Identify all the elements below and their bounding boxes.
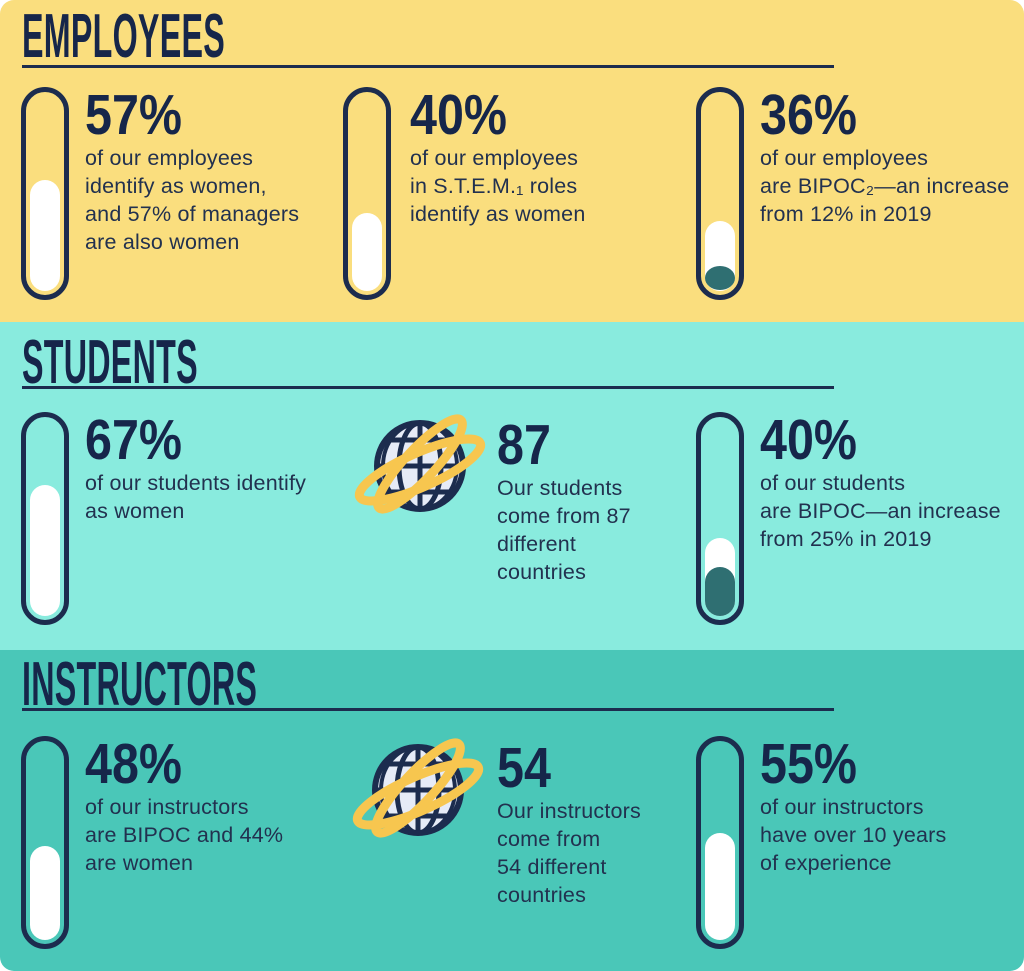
section-instructors: INSTRUCTORS 48% of our instructors are B… [0,650,1024,971]
stat-description: Our instructors come from 54 different c… [497,799,641,907]
gauge-2019-baseline-pill [705,567,735,616]
section-divider [22,386,834,389]
stat-description: of our instructors have over 10 years of… [760,795,947,875]
gauge-instructors-experience [696,736,744,949]
section-title-instructors: INSTRUCTORS [22,650,258,719]
section-employees: EMPLOYEES 57% of our employees identify … [0,0,1024,322]
section-divider [22,708,834,711]
gauge-fill [30,846,60,940]
stat-description: of our employees are BIPOC₂—an increase … [760,146,1010,226]
gauge-track [705,421,735,616]
gauge-track [30,96,60,291]
stat-value: 40% [760,408,857,472]
stat-value: 87 [497,413,551,477]
gauge-fill [352,213,382,291]
stat-value: 40% [410,83,507,147]
section-students: STUDENTS 67% of our students identify as… [0,322,1024,650]
stat-value: 67% [85,408,182,472]
gauge-track [705,96,735,291]
stat-description: of our students are BIPOC—an increase fr… [760,471,1001,551]
gauge-employees-women [21,87,69,300]
stat-value: 55% [760,732,857,796]
stat-value: 48% [85,732,182,796]
gauge-fill [30,179,60,291]
stat-value: 54 [497,736,551,800]
stat-description: of our students identify as women [85,471,307,523]
gauge-students-bipoc [696,412,744,625]
gauge-students-women [21,412,69,625]
gauge-track [30,421,60,616]
orbit-rings [354,414,486,514]
gauge-employees-bipoc [696,87,744,300]
gauge-fill [30,485,60,616]
gauge-track [30,745,60,940]
gauge-track [352,96,382,291]
gauge-instructors-bipoc [21,736,69,949]
gauge-fill [705,832,735,940]
orbit-rings [352,738,484,838]
globe-icon [354,414,486,514]
globe-icon [352,738,484,838]
gauge-2019-baseline-dot [705,266,735,290]
gauge-track [705,745,735,940]
gauge-employees-stem-women [343,87,391,300]
section-divider [22,65,834,68]
stat-description: of our instructors are BIPOC and 44% are… [85,795,284,875]
stat-description: of our employees in S.T.E.M.₁ roles iden… [410,146,586,226]
stat-value: 57% [85,83,182,147]
section-title-students: STUDENTS [22,328,198,397]
stat-value: 36% [760,83,857,147]
stat-description: Our students come from 87 different coun… [497,476,631,584]
section-title-employees: EMPLOYEES [22,2,225,71]
stat-description: of our employees identify as women, and … [85,146,300,254]
